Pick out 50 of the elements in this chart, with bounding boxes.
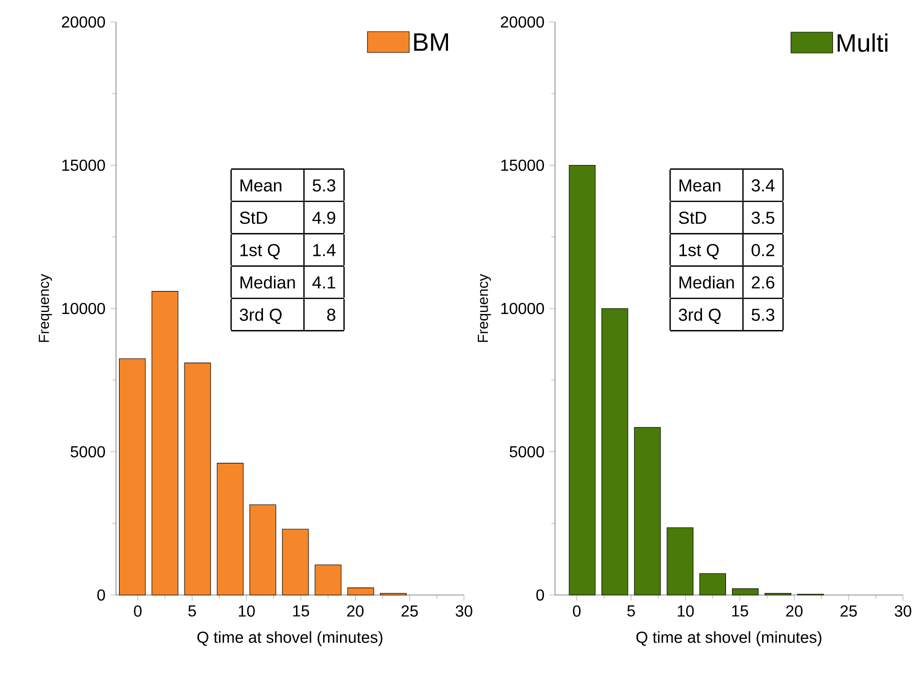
y-tick-label: 15000 xyxy=(62,160,105,171)
annotation: 1st Q xyxy=(240,244,280,260)
annotation: 8 xyxy=(327,308,336,321)
x-axis-title: Q time at shovel (minutes) xyxy=(636,631,822,646)
x-tick-label: 15 xyxy=(732,605,748,617)
annotation: 2.6 xyxy=(752,276,774,289)
x-tick-label: 30 xyxy=(456,605,472,617)
y-tick-label: 0 xyxy=(536,589,544,601)
x-tick-label: 0 xyxy=(572,605,581,617)
annotation: Median xyxy=(680,276,734,289)
y-axis-title: Frequency xyxy=(478,274,491,342)
annotation: 3.4 xyxy=(752,179,775,192)
x-tick-label: 25 xyxy=(840,605,857,617)
x-tick-label: 15 xyxy=(293,605,310,617)
x-axis-title: Q time at shovel (minutes) xyxy=(197,631,382,646)
annotation: 3rd Q xyxy=(240,308,282,324)
annotation: StD xyxy=(678,212,706,224)
x-tick-label: 0 xyxy=(134,605,142,617)
annotation: Mean xyxy=(240,179,282,192)
x-tick-label: 30 xyxy=(894,605,912,617)
x-tick-label: 25 xyxy=(402,605,418,617)
y-tick-label: 15000 xyxy=(501,160,544,171)
y-tick-label: 10000 xyxy=(501,302,544,314)
y-tick-label: 5000 xyxy=(70,446,105,458)
annotation: 3rd Q xyxy=(678,308,721,324)
annotation: 3.5 xyxy=(752,212,774,224)
x-tick-label: 20 xyxy=(786,605,803,617)
legend-label: BM xyxy=(414,33,448,51)
y-tick-label: 20000 xyxy=(500,16,544,28)
annotation: 1.4 xyxy=(313,244,336,256)
y-axis-title: Frequency xyxy=(38,274,52,342)
x-tick-label: 5 xyxy=(627,605,635,617)
legend-label: Multi xyxy=(838,33,888,52)
y-tick-label: 10000 xyxy=(62,302,105,314)
y-tick-label: 5000 xyxy=(510,446,544,458)
annotation: 5.3 xyxy=(752,308,774,321)
annotation: 4.1 xyxy=(312,276,336,288)
x-tick-label: 10 xyxy=(238,605,255,617)
annotation: 5.3 xyxy=(312,179,336,192)
annotation: 0.2 xyxy=(752,244,774,256)
annotation: 4.9 xyxy=(312,212,336,224)
x-tick-label: 10 xyxy=(678,605,694,617)
y-tick-label: 0 xyxy=(97,589,105,601)
annotation: Mean xyxy=(680,179,720,192)
x-tick-label: 5 xyxy=(188,605,196,617)
x-tick-label: 20 xyxy=(347,605,364,617)
annotation: StD xyxy=(240,212,268,224)
annotation: Median xyxy=(240,276,295,289)
annotation: 1st Q xyxy=(679,244,719,260)
y-tick-label: 20000 xyxy=(62,16,105,28)
